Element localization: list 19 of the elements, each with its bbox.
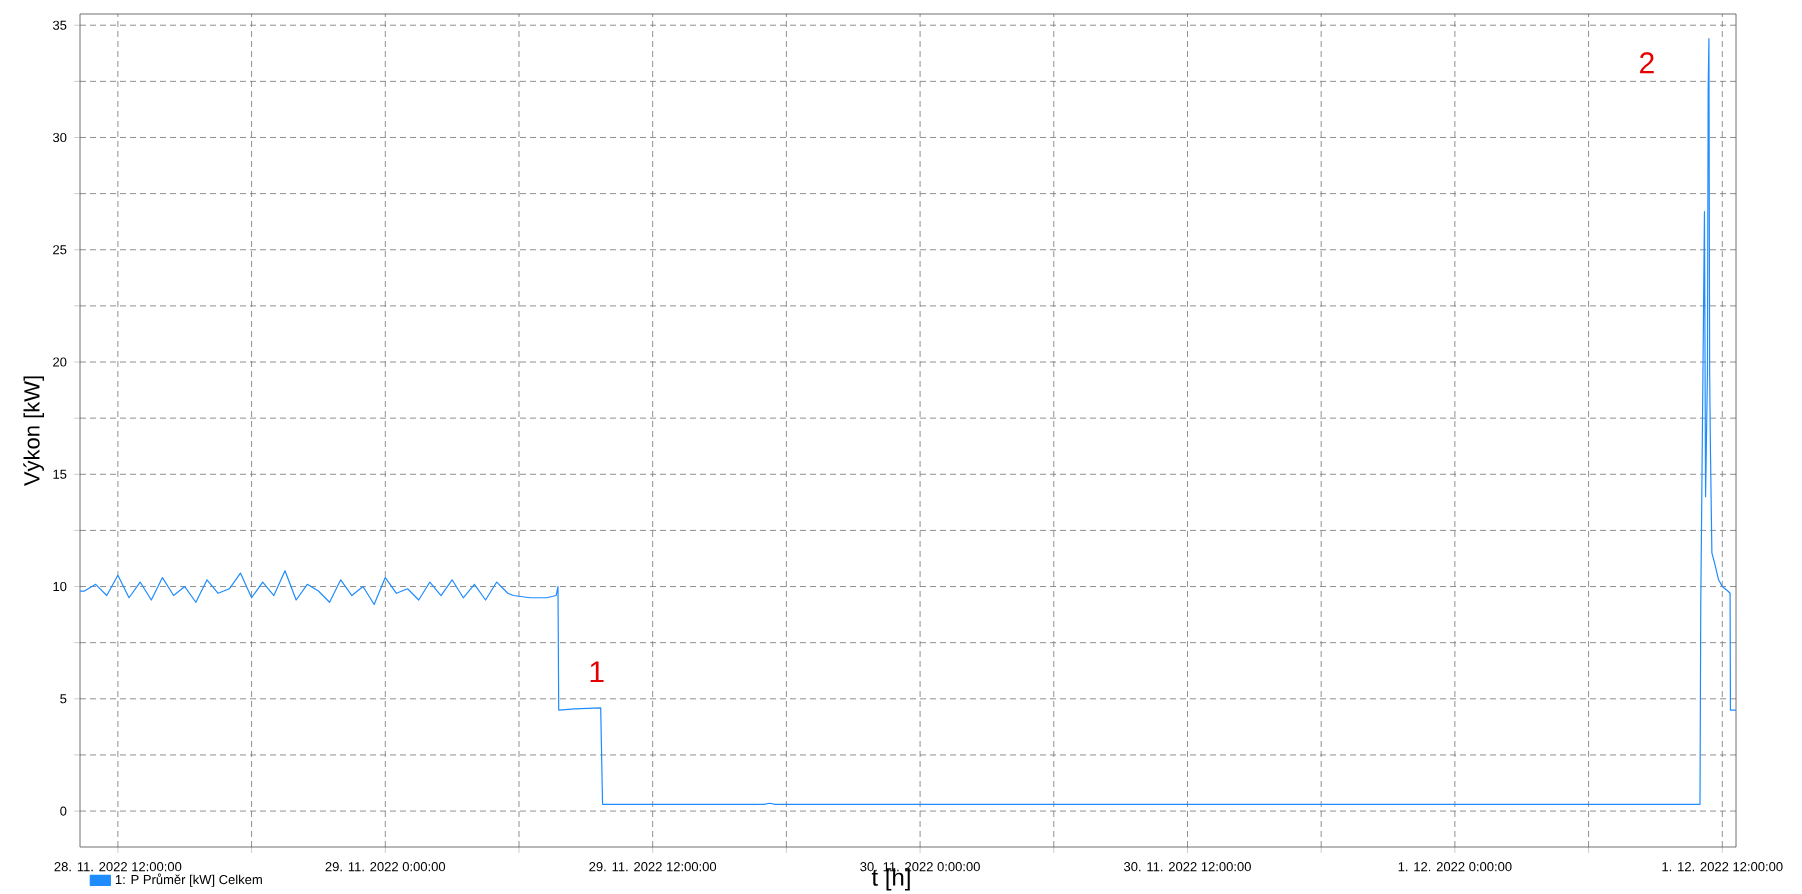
- annotation: 1: [590, 661, 604, 683]
- y-tick-label: 35: [52, 20, 67, 30]
- x-tick-label: 29. 11. 2022 12:00:00: [589, 862, 717, 872]
- y-tick-label: 10: [53, 581, 67, 592]
- legend-label: 1: P Průměr [kW] Celkem: [115, 873, 262, 887]
- y-tick-label: 5: [60, 694, 67, 704]
- line-series: [80, 38, 1737, 805]
- y-tick-label: 20: [53, 357, 67, 367]
- y-tick-label: 0: [60, 806, 67, 816]
- y-tick-label: 25: [53, 245, 67, 255]
- x-tick-label: 30. 11. 2022 12:00:00: [1124, 862, 1251, 872]
- y-tick-label: 30: [52, 132, 67, 143]
- y-tick-label: 15: [53, 469, 67, 479]
- x-tick-label: 1. 12. 2022 12:00:00: [1662, 862, 1783, 872]
- y-axis-title: Výkon [kW]: [23, 376, 44, 487]
- x-tick-label: 1. 12. 2022 0:00:00: [1398, 862, 1512, 872]
- annotation: 2: [1640, 52, 1654, 74]
- x-tick-label: 28. 11. 2022 12:00:00: [54, 862, 182, 872]
- x-tick-label: 29. 11. 2022 0:00:00: [325, 862, 446, 872]
